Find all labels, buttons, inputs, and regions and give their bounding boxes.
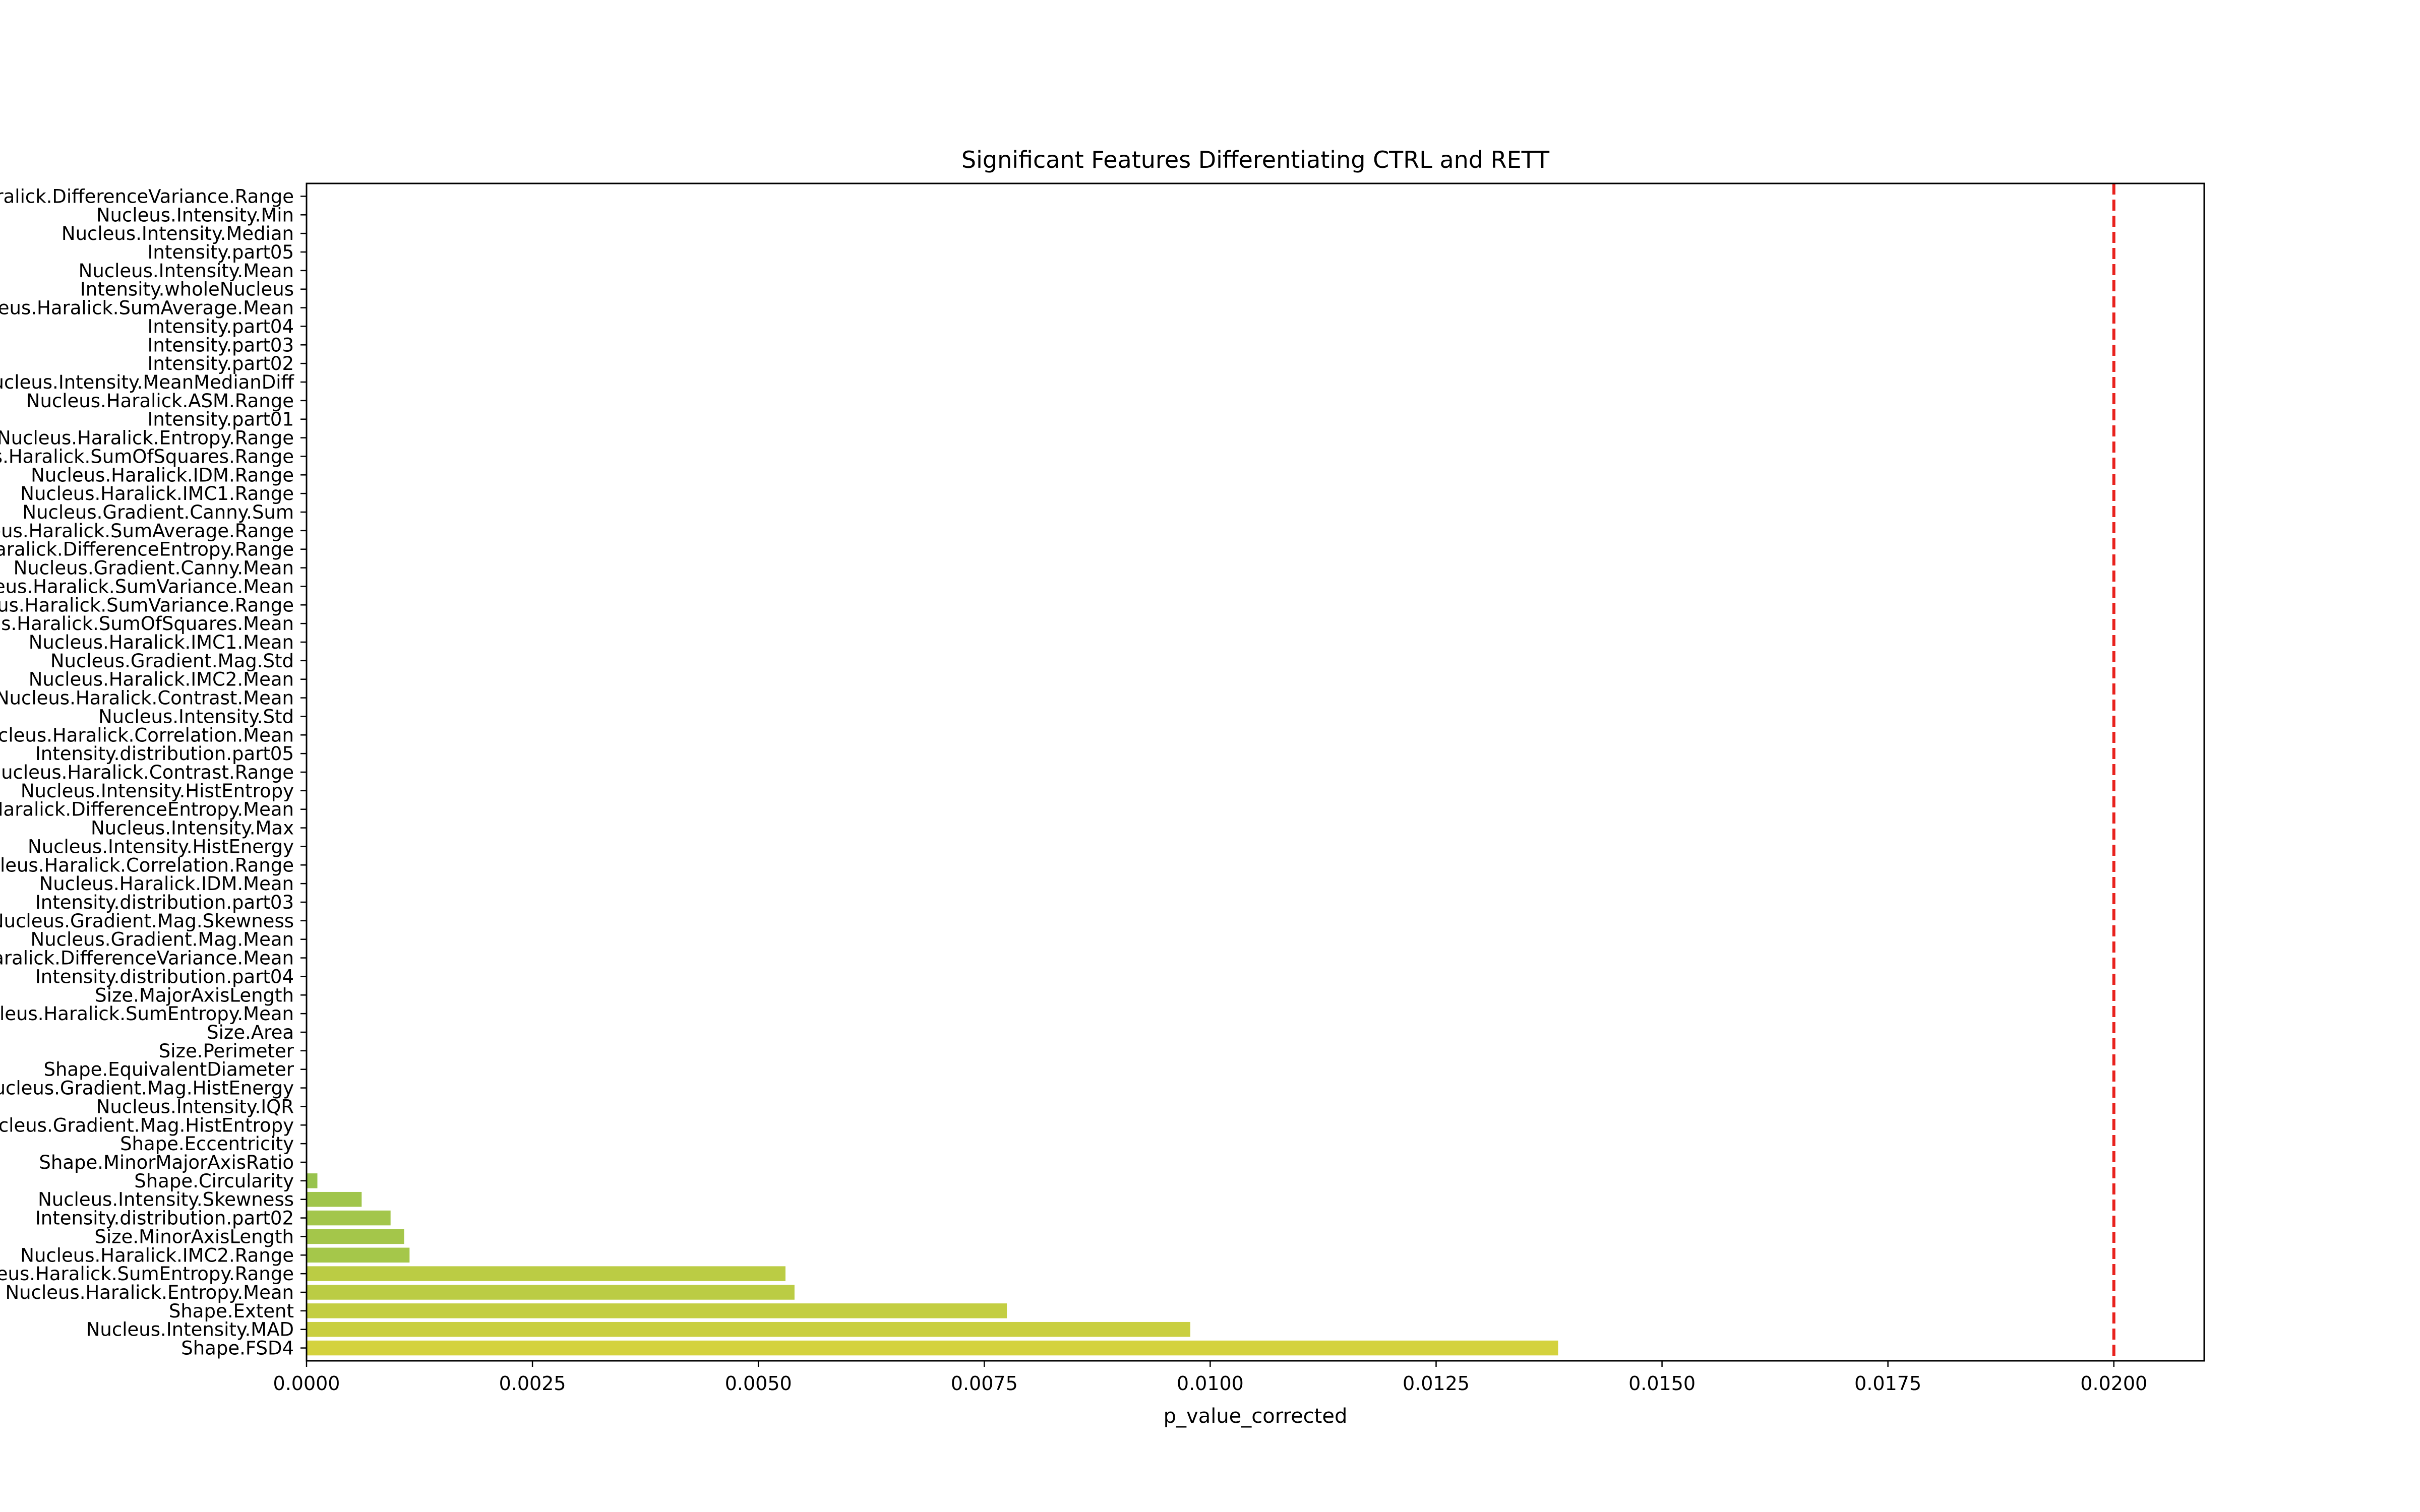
y-tick-label: Nucleus.Haralick.IMC1.Mean	[29, 632, 294, 653]
x-tick-label: 0.0025	[499, 1372, 566, 1395]
y-tick-label: Nucleus.Intensity.MeanMedianDiff	[0, 371, 295, 393]
y-tick-label: Nucleus.Haralick.SumOfSquares.Range	[0, 446, 294, 467]
y-tick-label: Nucleus.Haralick.Entropy.Range	[0, 427, 294, 449]
bar	[307, 1173, 318, 1188]
y-tick-label: Nucleus.Intensity.Min	[96, 204, 294, 226]
y-tick-label: Intensity.distribution.part05	[35, 743, 294, 765]
y-tick-label: Nucleus.Haralick.IMC2.Range	[20, 1244, 294, 1266]
x-tick-label: 0.0100	[1177, 1372, 1244, 1395]
x-tick-label: 0.0075	[951, 1372, 1018, 1395]
y-tick-label: Intensity.part04	[148, 316, 294, 337]
x-tick-label: 0.0050	[725, 1372, 792, 1395]
y-tick-label: Nucleus.Intensity.HistEnergy	[28, 836, 294, 857]
y-tick-label: Nucleus.Gradient.Canny.Sum	[22, 501, 294, 523]
y-tick-label: Shape.EquivalentDiameter	[43, 1059, 294, 1081]
bar	[307, 1247, 410, 1263]
y-tick-label: Intensity.distribution.part03	[35, 892, 294, 913]
y-tick-label: Nucleus.Haralick.SumVariance.Mean	[0, 576, 294, 597]
y-tick-label: Nucleus.Haralick.SumVariance.Range	[0, 594, 294, 616]
y-tick-label: Nucleus.Intensity.Std	[98, 706, 294, 727]
y-tick-label: Nucleus.Haralick.SumAverage.Range	[0, 520, 294, 542]
y-tick-label: Nucleus.Gradient.Mag.HistEntropy	[0, 1114, 294, 1136]
y-tick-label: Intensity.part02	[148, 353, 294, 374]
y-tick-label: Intensity.wholeNucleus	[80, 279, 294, 300]
y-tick-label: Shape.FSD4	[181, 1338, 294, 1359]
bar	[307, 1191, 362, 1207]
y-tick-label: Nucleus.Haralick.IDM.Range	[31, 464, 294, 486]
bar	[307, 1303, 1007, 1318]
y-tick-label: Nucleus.Haralick.Correlation.Mean	[0, 724, 294, 746]
y-tick-label: Size.MinorAxisLength	[94, 1226, 294, 1247]
y-tick-label: Shape.MinorMajorAxisRatio	[39, 1152, 294, 1173]
x-tick-label: 0.0175	[1854, 1372, 1921, 1395]
x-tick-label: 0.0125	[1403, 1372, 1470, 1395]
y-tick-label: Nucleus.Haralick.IMC2.Mean	[29, 669, 294, 690]
y-tick-label: Nucleus.Haralick.Entropy.Mean	[5, 1282, 294, 1303]
y-tick-label: Size.Perimeter	[159, 1040, 294, 1062]
y-tick-label: Shape.Eccentricity	[120, 1133, 294, 1155]
bar	[307, 1210, 391, 1226]
y-tick-label: Nucleus.Intensity.Median	[62, 223, 294, 244]
y-tick-label: Size.MajorAxisLength	[95, 984, 294, 1006]
bar	[307, 1285, 795, 1300]
y-tick-label: Nucleus.Intensity.MAD	[86, 1319, 294, 1341]
bar	[307, 1266, 785, 1281]
y-tick-label: Shape.Circularity	[134, 1170, 294, 1192]
y-tick-label: Nucleus.Haralick.SumAverage.Mean	[0, 297, 294, 319]
x-axis-label: p_value_corrected	[1164, 1405, 1348, 1428]
y-tick-label: Intensity.distribution.part02	[35, 1208, 294, 1229]
y-tick-label: Nucleus.Haralick.Contrast.Mean	[0, 687, 294, 709]
y-tick-label: Nucleus.Haralick.SumEntropy.Mean	[0, 1003, 294, 1025]
y-tick-label: Size.Area	[207, 1022, 294, 1043]
y-tick-label: Intensity.distribution.part04	[35, 966, 294, 987]
y-tick-label: Nucleus.Gradient.Mag.Skewness	[0, 910, 294, 932]
y-tick-label: Nucleus.Haralick.SumEntropy.Range	[0, 1263, 294, 1285]
plot-frame	[306, 182, 2205, 1362]
y-tick-label: Nucleus.Intensity.HistEntropy	[21, 780, 294, 802]
y-tick-label: Nucleus.Gradient.Mag.HistEnergy	[0, 1078, 294, 1099]
x-tick-label: 0.0200	[2080, 1372, 2147, 1395]
chart-title: Significant Features Differentiating CTR…	[961, 146, 1550, 173]
y-tick-label: Nucleus.Gradient.Mag.Std	[50, 650, 294, 672]
bar	[307, 1229, 404, 1244]
y-tick-label: Shape.Extent	[169, 1300, 294, 1322]
y-tick-label: Nucleus.Intensity.Skewness	[38, 1189, 294, 1211]
y-tick-label: Nucleus.Gradient.Canny.Mean	[14, 557, 294, 579]
y-tick-label: Nucleus.Haralick.DifferenceVariance.Rang…	[0, 185, 294, 207]
x-tick-label: 0.0150	[1628, 1372, 1696, 1395]
y-tick-label: Nucleus.Gradient.Mag.Mean	[31, 929, 294, 951]
y-tick-label: Nucleus.Haralick.Correlation.Range	[0, 854, 294, 876]
bar	[307, 1321, 1190, 1337]
y-tick-label: Intensity.part03	[148, 334, 294, 356]
y-tick-label: Nucleus.Haralick.IDM.Mean	[39, 873, 294, 895]
y-tick-label: Nucleus.Intensity.Max	[91, 817, 294, 839]
y-tick-label: Nucleus.Intensity.Mean	[79, 260, 294, 282]
y-tick-label: Intensity.part01	[148, 409, 294, 430]
y-tick-label: Nucleus.Haralick.DifferenceEntropy.Mean	[0, 799, 294, 821]
bars-layer	[307, 1173, 1558, 1356]
y-tick-label: Nucleus.Haralick.Contrast.Range	[0, 762, 294, 783]
x-tick-label: 0.0000	[273, 1372, 340, 1395]
y-tick-labels: Nucleus.Haralick.DifferenceVariance.Rang…	[0, 185, 307, 1359]
y-tick-label: Nucleus.Haralick.DifferenceEntropy.Range	[0, 539, 294, 560]
y-tick-label: Intensity.part05	[148, 241, 294, 263]
y-tick-label: Nucleus.Haralick.SumOfSquares.Mean	[0, 613, 294, 635]
y-tick-label: Nucleus.Intensity.IQR	[96, 1096, 294, 1117]
y-tick-label: Nucleus.Haralick.IMC1.Range	[20, 483, 294, 505]
x-tick-labels: 0.0000 0.0025 0.0050 0.0075 0.0100 0.0125 0.01…	[273, 1361, 2147, 1395]
bar	[307, 1340, 1558, 1356]
y-tick-label: Nucleus.Haralick.DifferenceVariance.Mean	[0, 948, 294, 969]
y-tick-label: Nucleus.Haralick.ASM.Range	[26, 390, 294, 412]
